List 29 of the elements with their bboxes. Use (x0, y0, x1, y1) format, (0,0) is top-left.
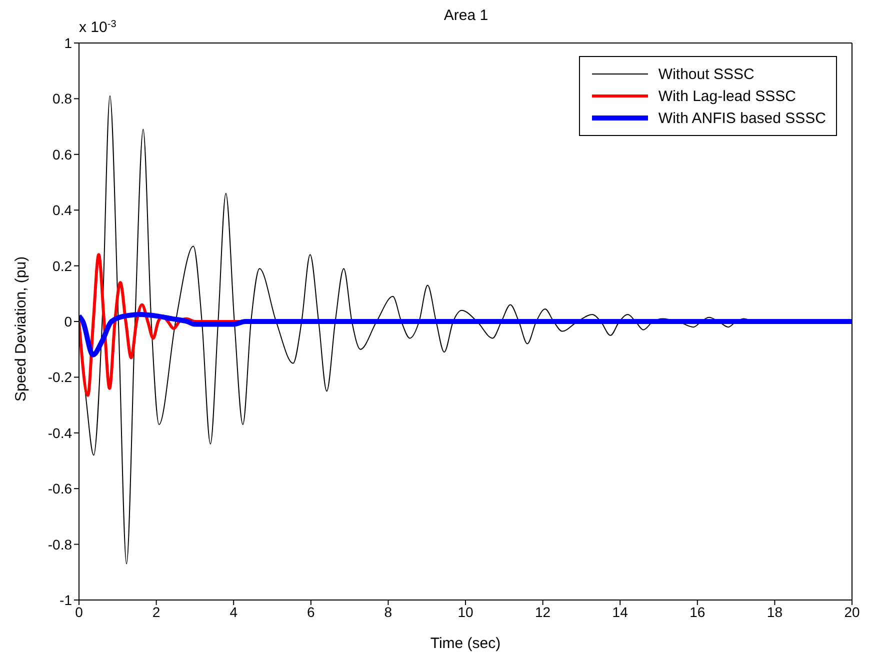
x-tick-label: 14 (612, 604, 628, 620)
y-tick-label: 0.8 (52, 90, 72, 107)
y-tick-label: 0.4 (52, 202, 72, 218)
x-tick-label: 20 (844, 604, 860, 620)
x-tick-label: 2 (152, 604, 160, 620)
legend-label: Without SSSC (658, 66, 754, 82)
x-tick-label: 6 (307, 604, 315, 620)
y-tick-label: -0.2 (48, 369, 72, 386)
x-tick-label: 10 (458, 604, 474, 620)
x-tick-label: 0 (75, 604, 84, 620)
legend-label: With Lag-lead SSSC (658, 88, 796, 104)
chart-title: Area 1 (444, 7, 488, 24)
x-tick-label: 8 (384, 604, 392, 620)
x-tick-label: 12 (535, 604, 551, 620)
y-tick-label: -0.4 (48, 424, 72, 441)
legend-label: With ANFIS based SSSC (658, 110, 826, 126)
y-tick-label: 0.6 (52, 146, 72, 162)
text: x 10$^{-3}$ (79, 18, 117, 36)
y-tick-label: 1 (64, 34, 72, 51)
y-tick-label: -0.6 (48, 480, 72, 497)
y-tick-label: 0.2 (52, 258, 72, 274)
y-tick-label: -1 (60, 592, 72, 608)
x-tick-label: 4 (230, 604, 238, 620)
y-tick-label: 0 (64, 313, 72, 330)
x-axis-title: Time (sec) (430, 635, 501, 652)
x-tick-label: 18 (766, 604, 783, 620)
y-tick-label: -0.8 (48, 536, 72, 552)
x-tick-label: 16 (690, 604, 706, 620)
y-axis-title: Speed Deviation, (pu) (12, 256, 30, 402)
